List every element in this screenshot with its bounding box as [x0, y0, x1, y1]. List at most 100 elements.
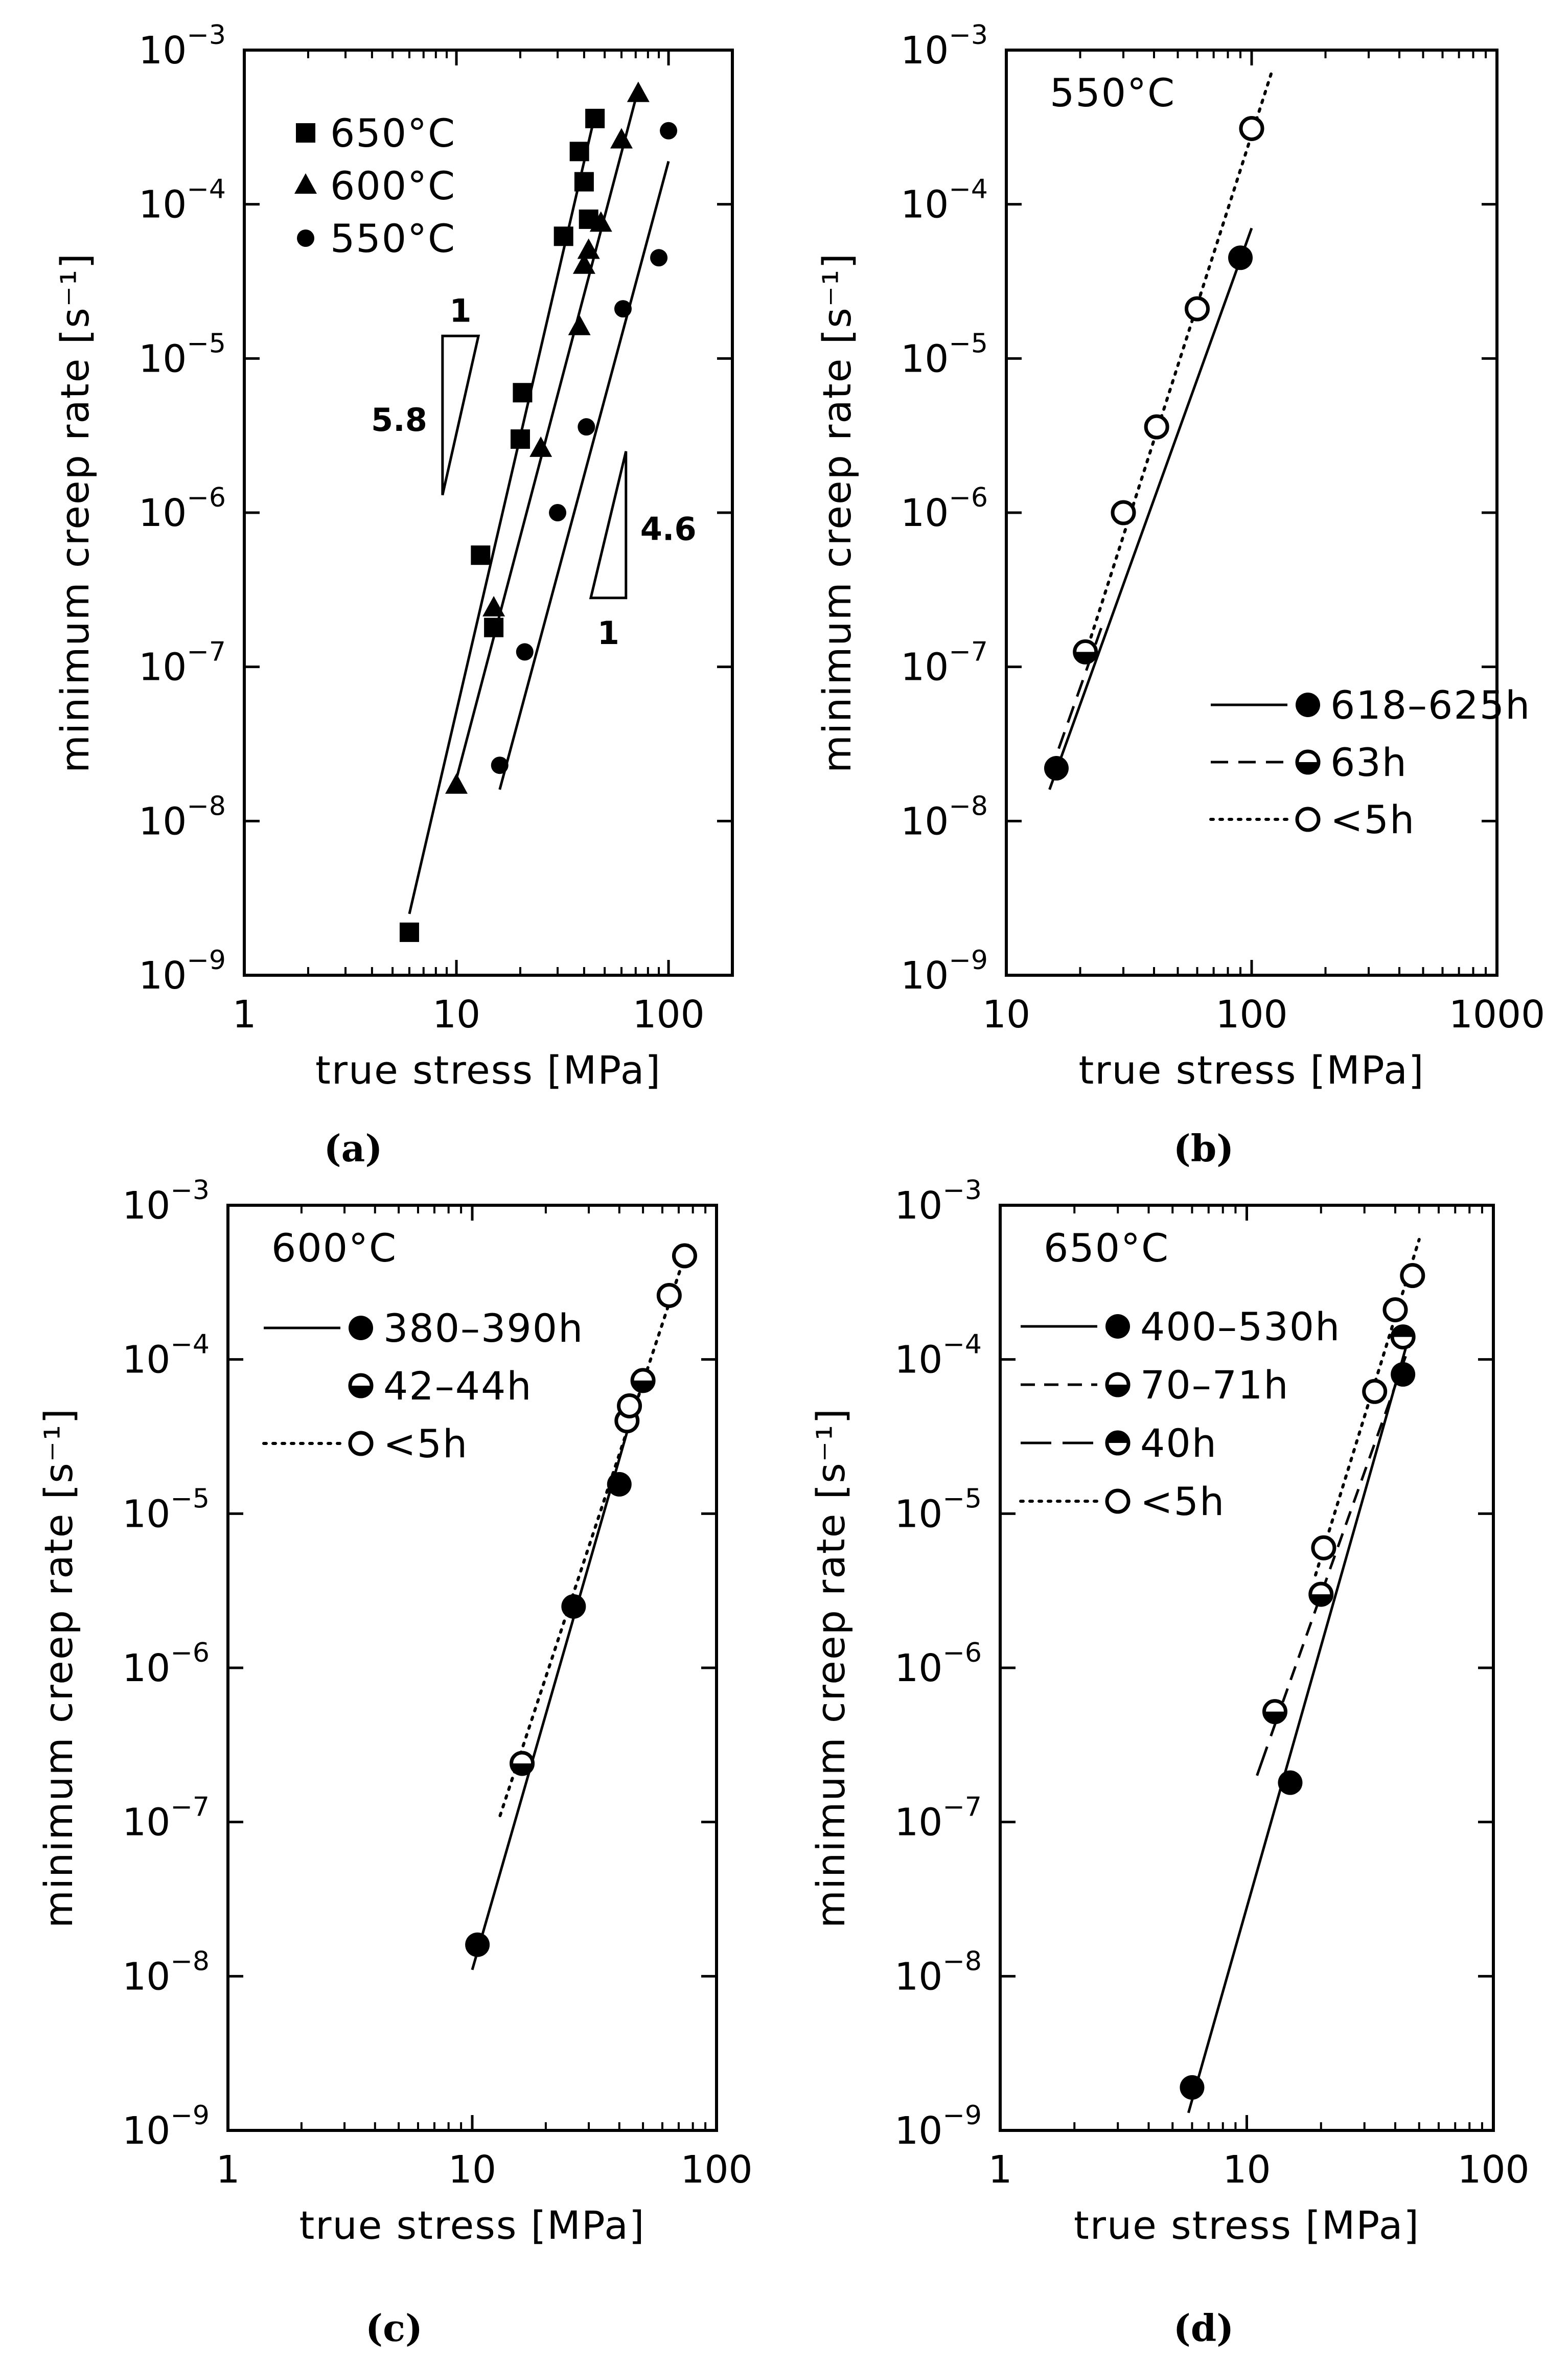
chart-d-legend-entry-0: 400–530h — [1021, 1304, 1340, 1349]
chart-c-ytick-label: 10−9 — [122, 2100, 210, 2153]
chart-c-legend-entry-1: 42–44h — [348, 1363, 533, 1409]
chart-c-panel-label: (c) — [365, 2306, 423, 2350]
chart-d-point-s3-2 — [1382, 1297, 1408, 1322]
chart-a-panel-label: (a) — [324, 1127, 383, 1170]
chart-c-legend-entry-2: <5h — [262, 1421, 468, 1466]
chart-d-ytick-label: 10−9 — [894, 2100, 982, 2153]
chart-b-legend-label-0: 618–625h — [1330, 682, 1531, 728]
chart-a-point-s0-7 — [574, 172, 594, 192]
chart-b-data-area — [1044, 72, 1273, 790]
chart-a-ytick-label: 10−6 — [139, 483, 226, 535]
chart-a-point-s1-5 — [577, 238, 600, 259]
chart-b-fit-line-2 — [1083, 72, 1273, 656]
chart-b-ytick-label: 10−6 — [901, 483, 988, 535]
chart-d-legend-label-2: 40h — [1140, 1420, 1217, 1466]
chart-b-legend-marker-1 — [1295, 749, 1321, 775]
chart-d-point-s1-0 — [1262, 1699, 1287, 1725]
chart-b-ticks — [1005, 49, 1498, 977]
chart-a-point-s0-0 — [399, 922, 419, 942]
chart-c-legend: 380–390h 42–44h <5h — [262, 1305, 584, 1466]
chart-d-ytick-label: 10−4 — [894, 1329, 982, 1382]
chart-a-point-s2-4 — [614, 300, 632, 318]
chart-b-ytick-label: 10−3 — [901, 20, 988, 73]
chart-b-ytick-label: 10−7 — [901, 637, 988, 690]
chart-a-ytick-label: 10−5 — [139, 328, 226, 381]
chart-d-fit-line-0 — [1187, 1332, 1412, 2114]
chart-d-legend-label-3: <5h — [1140, 1479, 1225, 1524]
chart-b-legend: 618–625h 63h <5h — [1209, 682, 1531, 842]
chart-a-ytick-label: 10−9 — [139, 945, 226, 998]
chart-b-point-s2-3 — [1239, 116, 1264, 141]
chart-a-y-axis-label: minimum creep rate [s⁻¹] — [52, 253, 98, 773]
chart-c-legend-label-2: <5h — [383, 1421, 468, 1466]
chart-c-temperature-title: 600°C — [271, 1225, 397, 1271]
chart-a-point-s0-3 — [510, 429, 530, 449]
chart-d-legend-entry-1: 70–71h — [1021, 1362, 1288, 1408]
chart-d-ytick-label: 10−8 — [894, 1946, 982, 1999]
chart-b-y-axis-label: minimum creep rate [s⁻¹] — [814, 253, 860, 773]
chart-c-legend-label-1: 42–44h — [383, 1363, 533, 1409]
chart-d-temperature-title: 650°C — [1044, 1225, 1169, 1271]
chart-b-point-s0-0 — [1044, 756, 1069, 781]
chart-a-legend: 650°C 600°C 550°C — [294, 110, 456, 261]
chart-a-legend-marker-2 — [297, 229, 314, 247]
chart-b: 10−9 10−8 10−7 10−6 10−5 10−4 10−3 10 100 1000 tru… — [814, 20, 1545, 1170]
chart-c-point-s1-0 — [510, 1751, 535, 1776]
chart-c-legend-marker-1 — [348, 1373, 374, 1398]
chart-a-legend-entry-2: 550°C — [297, 216, 455, 261]
chart-b-ytick-label: 10−9 — [901, 945, 988, 998]
chart-d-ticks — [999, 1204, 1495, 2132]
chart-c-point-s0-1 — [561, 1594, 586, 1619]
chart-b-xtick-label: 10 — [982, 993, 1030, 1037]
chart-a-point-s0-6 — [569, 142, 589, 162]
chart-b-point-s0-1 — [1228, 245, 1253, 270]
chart-a-legend-label-1: 600°C — [330, 163, 456, 209]
chart-c-legend-entry-0: 380–390h — [264, 1305, 584, 1351]
chart-d-xtick-label: 1 — [988, 2148, 1012, 2192]
chart-c-legend-label-0: 380–390h — [383, 1305, 584, 1351]
chart-c-ytick-label: 10−6 — [122, 1638, 210, 1690]
chart-d-y-axis-label: minimum creep rate [s⁻¹] — [808, 1408, 854, 1928]
chart-a-legend-label-0: 650°C — [330, 110, 456, 156]
chart-a-point-s0-2 — [484, 617, 504, 637]
chart-a-xtick-label: 1 — [232, 993, 256, 1037]
chart-a-point-s2-0 — [491, 756, 509, 774]
chart-d-point-s3-1 — [1362, 1379, 1388, 1404]
chart-c-fit-line-0 — [471, 1399, 638, 1970]
chart-c-ytick-label: 10−7 — [122, 1792, 210, 1845]
chart-c-xtick-label: 10 — [448, 2148, 496, 2192]
chart-d-legend-entry-3: <5h — [1019, 1479, 1225, 1524]
chart-d-ytick-label: 10−3 — [894, 1175, 982, 1228]
chart-c-xtick-label: 1 — [216, 2148, 240, 2192]
chart-b-xtick-label: 100 — [1215, 993, 1287, 1037]
chart-d-legend-entry-2: 40h — [1021, 1420, 1217, 1466]
chart-b-fit-line-0 — [1048, 227, 1253, 790]
chart-d-point-s3-0 — [1311, 1535, 1336, 1560]
chart-a-xtick-label: 100 — [632, 993, 704, 1037]
chart-b-ytick-label: 10−4 — [901, 174, 988, 227]
chart-a-slope-run-label-1: 1 — [597, 614, 619, 652]
chart-a-point-s2-1 — [516, 643, 534, 661]
chart-c-ytick-label: 10−4 — [122, 1329, 210, 1382]
chart-d-point-s1-1 — [1308, 1581, 1334, 1607]
chart-b-legend-entry-1: 63h — [1211, 740, 1408, 785]
chart-b-legend-marker-2 — [1295, 807, 1321, 832]
chart-d-panel-label: (d) — [1173, 2306, 1234, 2350]
chart-a-point-s1-8 — [627, 81, 650, 102]
chart-a-point-s2-2 — [549, 504, 567, 521]
chart-a-slope-triangle-1 — [589, 451, 628, 600]
chart-d-point-s0-2 — [1391, 1362, 1416, 1387]
chart-d-legend-marker-0 — [1105, 1314, 1130, 1339]
chart-c-point-s1-1 — [630, 1368, 656, 1393]
chart-b-temperature-title: 550°C — [1050, 70, 1175, 116]
chart-d-point-s2-0 — [1390, 1324, 1416, 1350]
chart-d-xtick-label: 10 — [1223, 2148, 1271, 2192]
chart-a-legend-entry-1: 600°C — [294, 163, 456, 209]
chart-d-xtick-label: 100 — [1457, 2148, 1529, 2192]
chart-a-point-s2-6 — [660, 122, 678, 140]
chart-c-xtick-label: 100 — [680, 2148, 752, 2192]
chart-b-legend-entry-2: <5h — [1209, 797, 1414, 842]
chart-b-legend-label-1: 63h — [1330, 740, 1408, 785]
chart-a-point-s0-1 — [471, 545, 491, 565]
chart-c-fit-line-2 — [498, 1237, 692, 1818]
